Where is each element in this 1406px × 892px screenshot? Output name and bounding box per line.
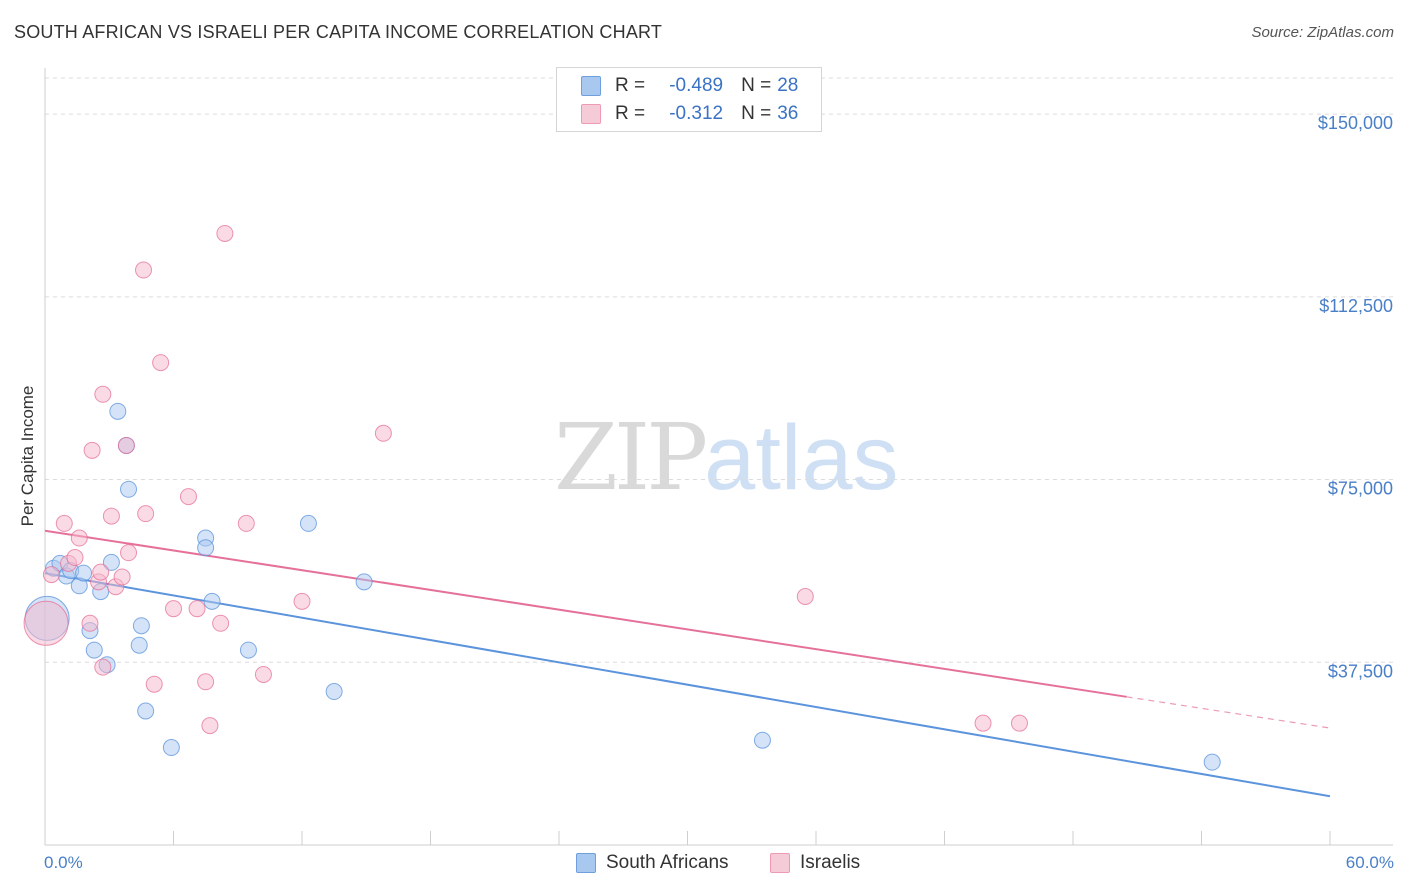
axes — [44, 68, 1393, 846]
watermark: ZIPatlas — [554, 404, 899, 511]
legend-r-value: -0.489 — [669, 75, 724, 96]
legend-r-label: R = — [615, 75, 646, 96]
point-israelis — [216, 224, 234, 242]
point-israelis — [117, 436, 135, 454]
point-israelis — [23, 600, 69, 646]
point-israelis — [42, 566, 60, 584]
legend-row-israelis: R = -0.312 N = 36 — [581, 102, 798, 126]
point-israelis — [179, 488, 197, 506]
bottom-legend-swatch-pink — [770, 853, 790, 873]
point-israelis — [135, 261, 153, 279]
x-tick-label-min: 0.0% — [44, 853, 83, 872]
legend-swatch-pink — [581, 104, 601, 124]
point-south-africans — [120, 480, 138, 498]
trend-line-south-africans — [44, 572, 1331, 798]
point-south-africans — [355, 573, 373, 591]
point-south-africans — [325, 683, 343, 701]
point-israelis — [293, 592, 311, 610]
legend-r-value: -0.312 — [669, 103, 724, 124]
point-south-africans — [102, 553, 120, 571]
point-israelis — [55, 514, 73, 532]
y-tick-label: $150,000 — [1318, 113, 1393, 133]
bottom-legend-swatch-blue — [576, 853, 596, 873]
x-tick-label-max: 60.0% — [1345, 853, 1394, 872]
point-israelis — [113, 568, 131, 586]
point-south-africans — [239, 641, 257, 659]
point-israelis — [102, 507, 120, 525]
legend-n-label: N = — [741, 75, 772, 96]
point-israelis — [197, 673, 215, 691]
point-israelis — [92, 563, 110, 581]
point-israelis — [81, 614, 99, 632]
point-south-africans — [197, 539, 215, 557]
point-south-africans — [109, 402, 127, 420]
y-tick-label: $37,500 — [1328, 661, 1393, 681]
chart-source: Source: ZipAtlas.com — [1251, 24, 1394, 41]
point-south-africans — [130, 636, 148, 654]
point-south-africans — [137, 702, 155, 720]
trend-lines — [44, 529, 1331, 798]
point-israelis — [201, 717, 219, 735]
point-israelis — [212, 614, 230, 632]
bottom-legend-label: South Africans — [606, 852, 729, 873]
point-israelis — [137, 505, 155, 523]
point-israelis — [145, 675, 163, 693]
grid-lines — [45, 77, 1395, 663]
point-israelis — [188, 600, 206, 618]
bottom-legend-israelis: Israelis — [770, 852, 860, 874]
watermark-atlas: atlas — [704, 407, 899, 509]
point-israelis — [165, 600, 182, 618]
y-tick-label: $112,500 — [1319, 296, 1393, 316]
point-israelis — [94, 385, 112, 403]
point-israelis — [974, 714, 992, 732]
point-israelis — [94, 658, 112, 676]
chart-title: SOUTH AFRICAN VS ISRAELI PER CAPITA INCO… — [14, 22, 663, 42]
legend-n-value: 36 — [777, 103, 799, 124]
correlation-legend: R = -0.489 N = 28 R = -0.312 N = 36 — [556, 67, 822, 132]
legend-n-value: 28 — [777, 75, 799, 96]
point-israelis — [70, 529, 88, 547]
point-israelis — [374, 424, 392, 442]
y-axis-label: Per Capita Income — [18, 385, 37, 527]
trend-line-israelis — [44, 529, 1127, 698]
watermark-zip: ZIP — [554, 404, 708, 511]
legend-r-label: R = — [615, 103, 646, 124]
point-israelis — [152, 354, 170, 372]
y-tick-labels: $37,500 $75,000 $112,500 $150,000 — [1318, 113, 1393, 681]
point-israelis — [120, 544, 138, 562]
point-south-africans — [85, 641, 103, 659]
y-tick-label: $75,000 — [1328, 479, 1393, 499]
point-south-africans — [75, 564, 93, 582]
point-south-africans — [132, 617, 150, 635]
point-south-africans — [299, 514, 317, 532]
point-israelis — [254, 665, 272, 683]
point-south-africans — [1203, 753, 1221, 771]
legend-swatch-blue — [581, 76, 601, 96]
point-south-africans — [203, 592, 221, 610]
data-points — [23, 224, 1221, 771]
point-south-africans — [162, 739, 180, 757]
legend-row-south-africans: R = -0.489 N = 28 — [581, 74, 798, 98]
bottom-legend-south-africans: South Africans — [576, 852, 729, 874]
point-israelis — [237, 514, 255, 532]
trend-line-extension — [1126, 696, 1331, 729]
point-israelis — [1010, 714, 1028, 732]
point-israelis — [66, 549, 84, 567]
point-israelis — [796, 587, 814, 605]
point-israelis — [83, 441, 101, 459]
bottom-legend-label: Israelis — [800, 852, 861, 873]
legend-n-label: N = — [741, 103, 772, 124]
point-south-africans — [753, 731, 771, 749]
